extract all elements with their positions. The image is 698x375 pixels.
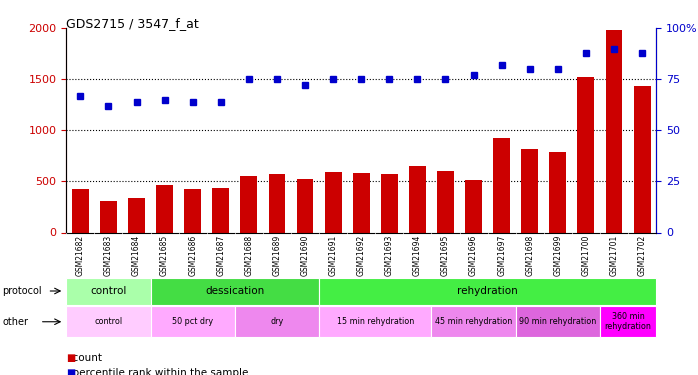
- Bar: [297, 179, 313, 232]
- Text: GSM21701: GSM21701: [609, 235, 618, 276]
- Bar: [431, 306, 516, 337]
- Text: control: control: [90, 286, 126, 296]
- Text: GSM21691: GSM21691: [329, 235, 338, 276]
- Text: GSM21686: GSM21686: [188, 235, 198, 276]
- Bar: [465, 180, 482, 232]
- Text: GSM21687: GSM21687: [216, 235, 225, 276]
- Text: other: other: [2, 317, 28, 327]
- Text: GSM21692: GSM21692: [357, 235, 366, 276]
- Text: GSM21694: GSM21694: [413, 235, 422, 276]
- Bar: [352, 173, 370, 232]
- Text: dry: dry: [270, 317, 283, 326]
- Text: GSM21697: GSM21697: [497, 235, 506, 276]
- Text: GSM21702: GSM21702: [637, 235, 646, 276]
- Text: GSM21685: GSM21685: [160, 235, 169, 276]
- Text: 15 min rehydration: 15 min rehydration: [336, 317, 414, 326]
- Text: ■: ■: [66, 368, 75, 375]
- Text: GSM21696: GSM21696: [469, 235, 478, 276]
- Text: ■: ■: [66, 353, 75, 363]
- Text: rehydration: rehydration: [457, 286, 518, 296]
- Text: GSM21690: GSM21690: [301, 235, 309, 276]
- Bar: [235, 306, 319, 337]
- Bar: [66, 278, 151, 304]
- Text: control: control: [94, 317, 123, 326]
- Text: count: count: [66, 353, 103, 363]
- Bar: [156, 186, 173, 232]
- Text: protocol: protocol: [2, 286, 42, 296]
- Bar: [437, 171, 454, 232]
- Text: GSM21682: GSM21682: [76, 235, 85, 276]
- Text: 45 min rehydration: 45 min rehydration: [435, 317, 512, 326]
- Text: GSM21688: GSM21688: [244, 235, 253, 276]
- Bar: [516, 306, 600, 337]
- Text: GDS2715 / 3547_f_at: GDS2715 / 3547_f_at: [66, 17, 199, 30]
- Text: 90 min rehydration: 90 min rehydration: [519, 317, 597, 326]
- Bar: [212, 188, 229, 232]
- Bar: [151, 278, 319, 304]
- Text: percentile rank within the sample: percentile rank within the sample: [66, 368, 248, 375]
- Bar: [128, 198, 145, 232]
- Bar: [409, 166, 426, 232]
- Bar: [493, 138, 510, 232]
- Bar: [577, 77, 594, 232]
- Bar: [521, 149, 538, 232]
- Bar: [325, 172, 341, 232]
- Bar: [319, 278, 656, 304]
- Text: GSM21689: GSM21689: [272, 235, 281, 276]
- Bar: [72, 189, 89, 232]
- Text: GSM21693: GSM21693: [385, 235, 394, 276]
- Bar: [319, 306, 431, 337]
- Text: GSM21683: GSM21683: [104, 235, 113, 276]
- Bar: [151, 306, 235, 337]
- Text: 360 min
rehydration: 360 min rehydration: [604, 312, 651, 332]
- Text: GSM21695: GSM21695: [441, 235, 450, 276]
- Bar: [100, 201, 117, 232]
- Text: dessication: dessication: [205, 286, 265, 296]
- Bar: [549, 152, 566, 232]
- Text: GSM21699: GSM21699: [554, 235, 563, 276]
- Text: GSM21698: GSM21698: [525, 235, 534, 276]
- Text: GSM21700: GSM21700: [581, 235, 591, 276]
- Bar: [240, 176, 258, 232]
- Bar: [269, 174, 285, 232]
- Bar: [600, 306, 656, 337]
- Text: 50 pct dry: 50 pct dry: [172, 317, 214, 326]
- Bar: [634, 86, 651, 232]
- Bar: [381, 174, 398, 232]
- Text: GSM21684: GSM21684: [132, 235, 141, 276]
- Bar: [66, 306, 151, 337]
- Bar: [184, 189, 201, 232]
- Bar: [606, 30, 623, 232]
